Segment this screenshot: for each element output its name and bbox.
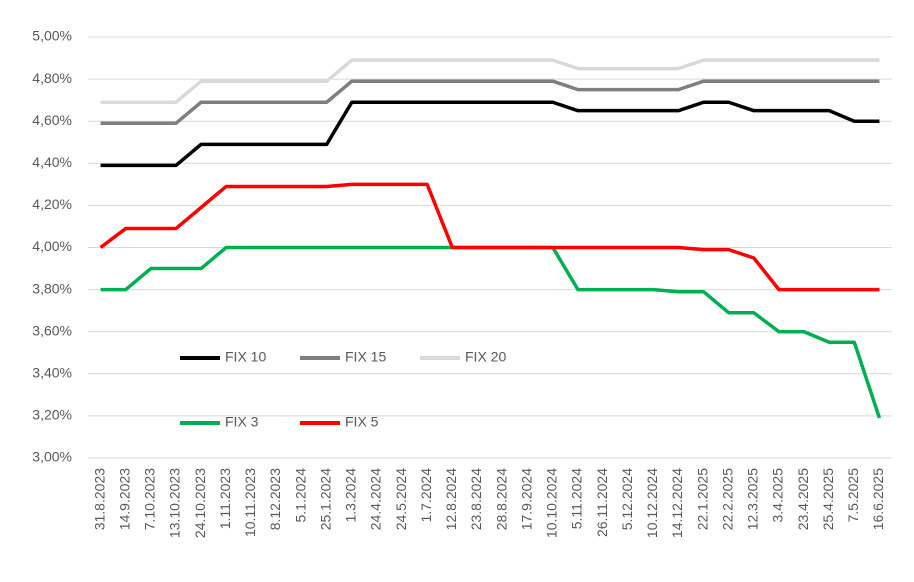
- y-tick-label: 4,40%: [32, 154, 72, 170]
- y-tick-label: 3,20%: [32, 407, 72, 423]
- y-tick-label: 4,00%: [32, 238, 72, 254]
- x-tick-label: 10.10.2024: [544, 468, 560, 538]
- x-tick-label: 7.10.2023: [142, 468, 158, 530]
- x-tick-label: 10.11.2023: [242, 468, 258, 537]
- x-tick-label: 1.3.2024: [343, 468, 359, 523]
- y-tick-label: 3,00%: [32, 449, 72, 465]
- y-tick-label: 4,20%: [32, 196, 72, 212]
- series-line: [100, 245, 882, 419]
- x-tick-label: 1.11.2023: [217, 468, 233, 529]
- series-line: [100, 100, 880, 168]
- x-tick-label: 24.10.2023: [192, 468, 208, 538]
- legend-label: FIX 20: [465, 349, 506, 365]
- series-line: [100, 58, 880, 105]
- x-tick-label: 10.12.2024: [644, 468, 660, 538]
- series-line: [100, 79, 880, 126]
- y-tick-label: 3,80%: [32, 280, 72, 296]
- x-tick-label: 12.3.2025: [745, 468, 761, 530]
- x-tick-label: 5.12.2024: [619, 468, 635, 530]
- x-tick-label: 23.4.2025: [795, 468, 811, 530]
- x-tick-label: 1.7.2024: [418, 468, 434, 523]
- legend-label: FIX 3: [225, 414, 259, 430]
- x-tick-label: 26.11.2024: [594, 468, 610, 537]
- y-tick-label: 5,00%: [32, 28, 72, 44]
- y-tick-label: 3,60%: [32, 322, 72, 338]
- x-tick-label: 28.8.2024: [493, 468, 509, 530]
- x-tick-label: 22.2.2025: [719, 468, 735, 530]
- x-tick-label: 14.9.2023: [116, 468, 132, 530]
- legend-label: FIX 5: [345, 414, 379, 430]
- legend-label: FIX 15: [345, 349, 386, 365]
- x-tick-label: 17.9.2024: [518, 468, 534, 530]
- x-tick-label: 16.6.2025: [870, 468, 886, 530]
- x-tick-label: 13.10.2023: [167, 468, 183, 538]
- x-tick-label: 23.8.2024: [468, 468, 484, 530]
- x-tick-label: 8.12.2023: [267, 468, 283, 530]
- y-tick-label: 4,80%: [32, 70, 72, 86]
- x-tick-label: 5.11.2024: [569, 468, 585, 529]
- x-tick-label: 5.1.2024: [292, 468, 308, 523]
- x-tick-label: 25.4.2025: [820, 468, 836, 530]
- x-tick-label: 7.5.2025: [845, 468, 861, 523]
- x-tick-label: 3.4.2025: [770, 468, 786, 523]
- x-tick-label: 14.12.2024: [669, 468, 685, 538]
- series-line: [99, 182, 880, 292]
- x-tick-label: 12.8.2024: [443, 468, 459, 530]
- y-tick-label: 3,40%: [32, 365, 72, 381]
- legend-label: FIX 10: [225, 349, 266, 365]
- y-tick-label: 4,60%: [32, 112, 72, 128]
- x-tick-label: 22.1.2025: [694, 468, 710, 530]
- x-tick-label: 31.8.2023: [91, 468, 107, 530]
- x-tick-label: 25.1.2024: [317, 468, 333, 530]
- x-tick-label: 24.4.2024: [368, 468, 384, 530]
- x-tick-label: 24.5.2024: [393, 468, 409, 530]
